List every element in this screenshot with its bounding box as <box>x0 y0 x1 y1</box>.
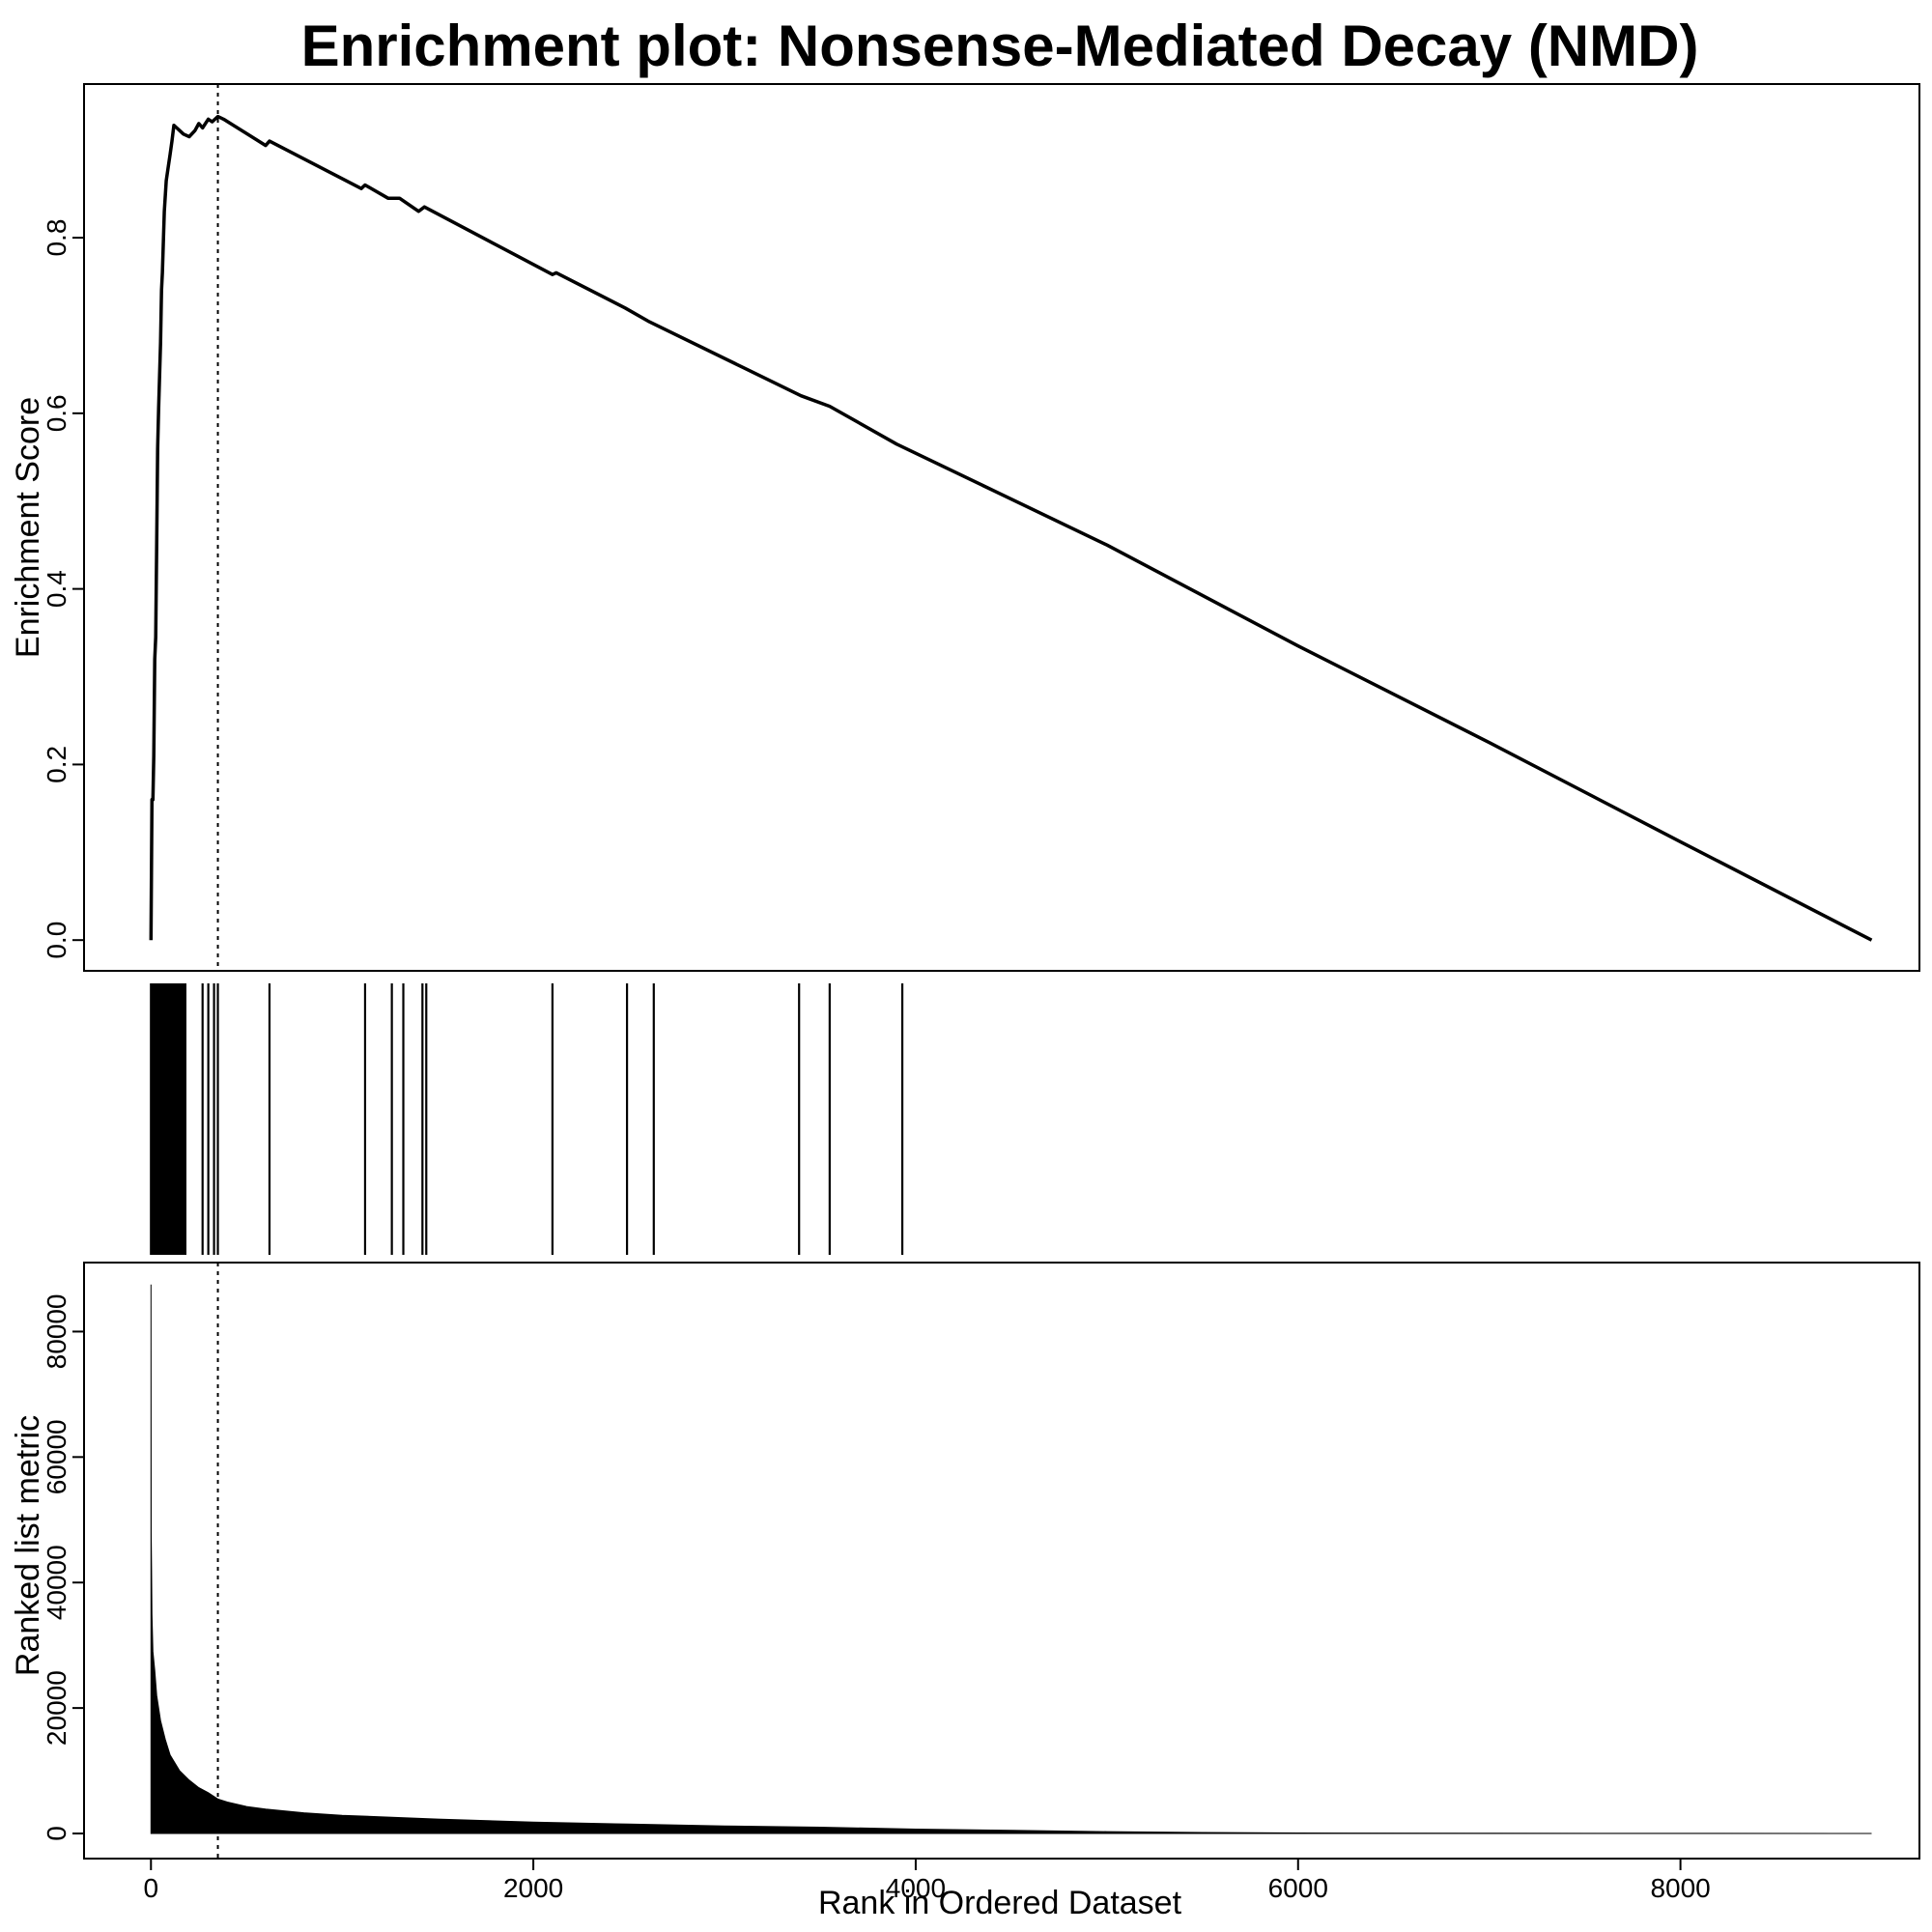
rank-x-axis: 0 2000 4000 6000 8000 <box>143 1859 1711 1903</box>
es-panel-frame <box>83 83 1920 972</box>
rank-y-tick-label: 80000 <box>42 1294 71 1370</box>
es-y-axis: 0.0 0.2 0.4 0.6 0.8 <box>42 219 84 959</box>
rank-y-tick-label: 0 <box>42 1826 71 1841</box>
es-y-tick-label: 0.0 <box>42 922 71 959</box>
rank-x-tick-label: 8000 <box>1650 1873 1710 1903</box>
rank-x-tick-label: 4000 <box>886 1873 946 1903</box>
es-curve <box>149 114 1873 942</box>
hits-panel <box>150 983 904 1255</box>
rank-y-axis: 0 20000 40000 60000 80000 <box>42 1294 84 1841</box>
es-y-tick-label: 0.6 <box>42 394 71 432</box>
chart-title: Enrichment plot: Nonsense-Mediated Decay… <box>301 14 1699 78</box>
rank-y-tick-label: 60000 <box>42 1419 71 1494</box>
rank-x-tick-label: 6000 <box>1268 1873 1328 1903</box>
rank-y-tick-label: 40000 <box>42 1545 71 1620</box>
rank-x-axis-label: Rank in Ordered Dataset <box>818 1885 1182 1921</box>
es-y-tick-label: 0.4 <box>42 570 71 608</box>
es-y-axis-label: Enrichment Score <box>10 397 46 658</box>
rank-y-axis-label: Ranked list metric <box>10 1415 46 1676</box>
es-y-tick-label: 0.8 <box>42 219 71 257</box>
es-panel: 0.0 0.2 0.4 0.6 0.8 Enrichment Score <box>10 83 1920 972</box>
rank-area <box>150 1284 1872 1834</box>
rank-panel-frame <box>83 1262 1920 1860</box>
rank-x-tick-label: 0 <box>143 1873 158 1903</box>
rank-y-tick-label: 20000 <box>42 1670 71 1746</box>
rank-x-tick-label: 2000 <box>503 1873 563 1903</box>
es-y-tick-label: 0.2 <box>42 746 71 783</box>
